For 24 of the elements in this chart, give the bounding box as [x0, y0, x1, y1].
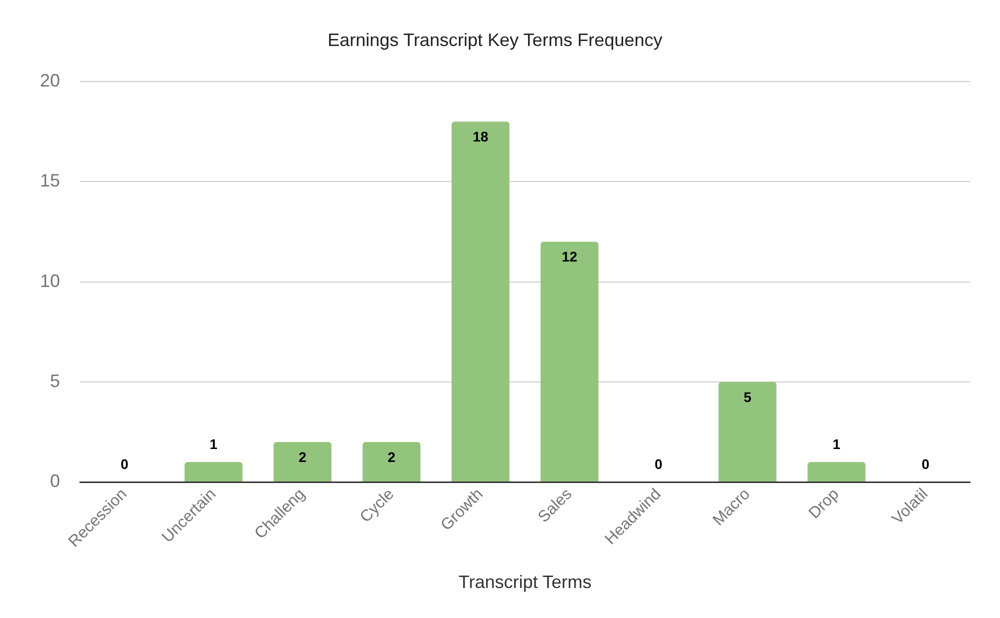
- data-label: 2: [388, 448, 396, 465]
- y-tick-label: 10: [40, 270, 60, 291]
- y-tick-label: 0: [50, 470, 60, 491]
- bar: [452, 122, 510, 482]
- data-label: 0: [654, 456, 663, 472]
- data-label: 5: [744, 388, 752, 405]
- bar: [184, 462, 242, 482]
- x-axis-title: Transcript Terms: [458, 572, 592, 592]
- data-label: 2: [298, 448, 307, 465]
- data-label: 1: [210, 436, 218, 452]
- bar: [540, 242, 598, 482]
- data-label: 18: [472, 128, 489, 144]
- bar: [362, 442, 420, 482]
- y-tick-label: 5: [50, 370, 60, 391]
- y-tick-label: 20: [40, 70, 60, 91]
- bar: [274, 442, 332, 482]
- bar: [718, 382, 776, 482]
- y-tick-label: 15: [40, 170, 60, 191]
- data-label: 12: [562, 248, 578, 265]
- bar: [808, 462, 866, 482]
- data-label: 1: [832, 436, 841, 452]
- data-label: 0: [120, 456, 129, 472]
- data-label: 0: [922, 456, 930, 472]
- chart-title: Earnings Transcript Key Terms Frequency: [328, 30, 662, 50]
